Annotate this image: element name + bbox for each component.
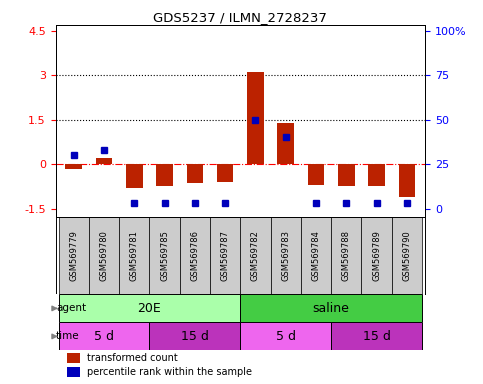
Bar [156, 164, 173, 186]
Bar [119, 217, 149, 295]
Bar [277, 122, 294, 164]
Bar [149, 323, 241, 351]
Bar [96, 158, 113, 164]
Bar [331, 323, 422, 351]
Bar [270, 217, 301, 295]
Text: GSM569787: GSM569787 [221, 230, 229, 281]
Bar [217, 164, 233, 182]
Bar [308, 164, 325, 185]
Text: GSM569790: GSM569790 [402, 230, 412, 281]
Text: transformed count: transformed count [87, 353, 178, 363]
Title: GDS5237 / ILMN_2728237: GDS5237 / ILMN_2728237 [154, 11, 327, 24]
Bar [67, 353, 80, 363]
Text: 5 d: 5 d [276, 330, 296, 343]
Bar [338, 164, 355, 186]
Text: GSM569788: GSM569788 [342, 230, 351, 281]
Bar [392, 217, 422, 295]
Text: percentile rank within the sample: percentile rank within the sample [87, 367, 252, 377]
Text: 20E: 20E [138, 302, 161, 315]
Text: GSM569780: GSM569780 [99, 230, 109, 281]
Bar [126, 164, 142, 188]
Bar [241, 323, 331, 351]
Bar [361, 217, 392, 295]
Text: 5 d: 5 d [94, 330, 114, 343]
Bar [186, 164, 203, 184]
Bar [149, 217, 180, 295]
Bar [368, 164, 385, 186]
Bar [241, 295, 422, 323]
Bar [241, 217, 270, 295]
Text: saline: saline [313, 302, 350, 315]
Bar [58, 323, 149, 351]
Text: GSM569784: GSM569784 [312, 230, 321, 281]
Text: GSM569782: GSM569782 [251, 230, 260, 281]
Text: 15 d: 15 d [363, 330, 391, 343]
Text: GSM569785: GSM569785 [160, 230, 169, 281]
Text: GSM569789: GSM569789 [372, 230, 381, 281]
Bar [301, 217, 331, 295]
Text: GSM569779: GSM569779 [69, 230, 78, 281]
Bar [210, 217, 241, 295]
Text: agent: agent [56, 303, 86, 313]
Text: GSM569786: GSM569786 [190, 230, 199, 281]
Bar [67, 367, 80, 377]
Bar [65, 164, 82, 169]
Bar [247, 72, 264, 164]
Text: GSM569781: GSM569781 [130, 230, 139, 281]
Bar [58, 295, 241, 323]
Bar [58, 217, 89, 295]
Text: time: time [56, 331, 80, 341]
Bar [89, 217, 119, 295]
Text: 15 d: 15 d [181, 330, 209, 343]
Bar [398, 164, 415, 197]
Bar [180, 217, 210, 295]
Text: GSM569783: GSM569783 [281, 230, 290, 281]
Bar [331, 217, 361, 295]
